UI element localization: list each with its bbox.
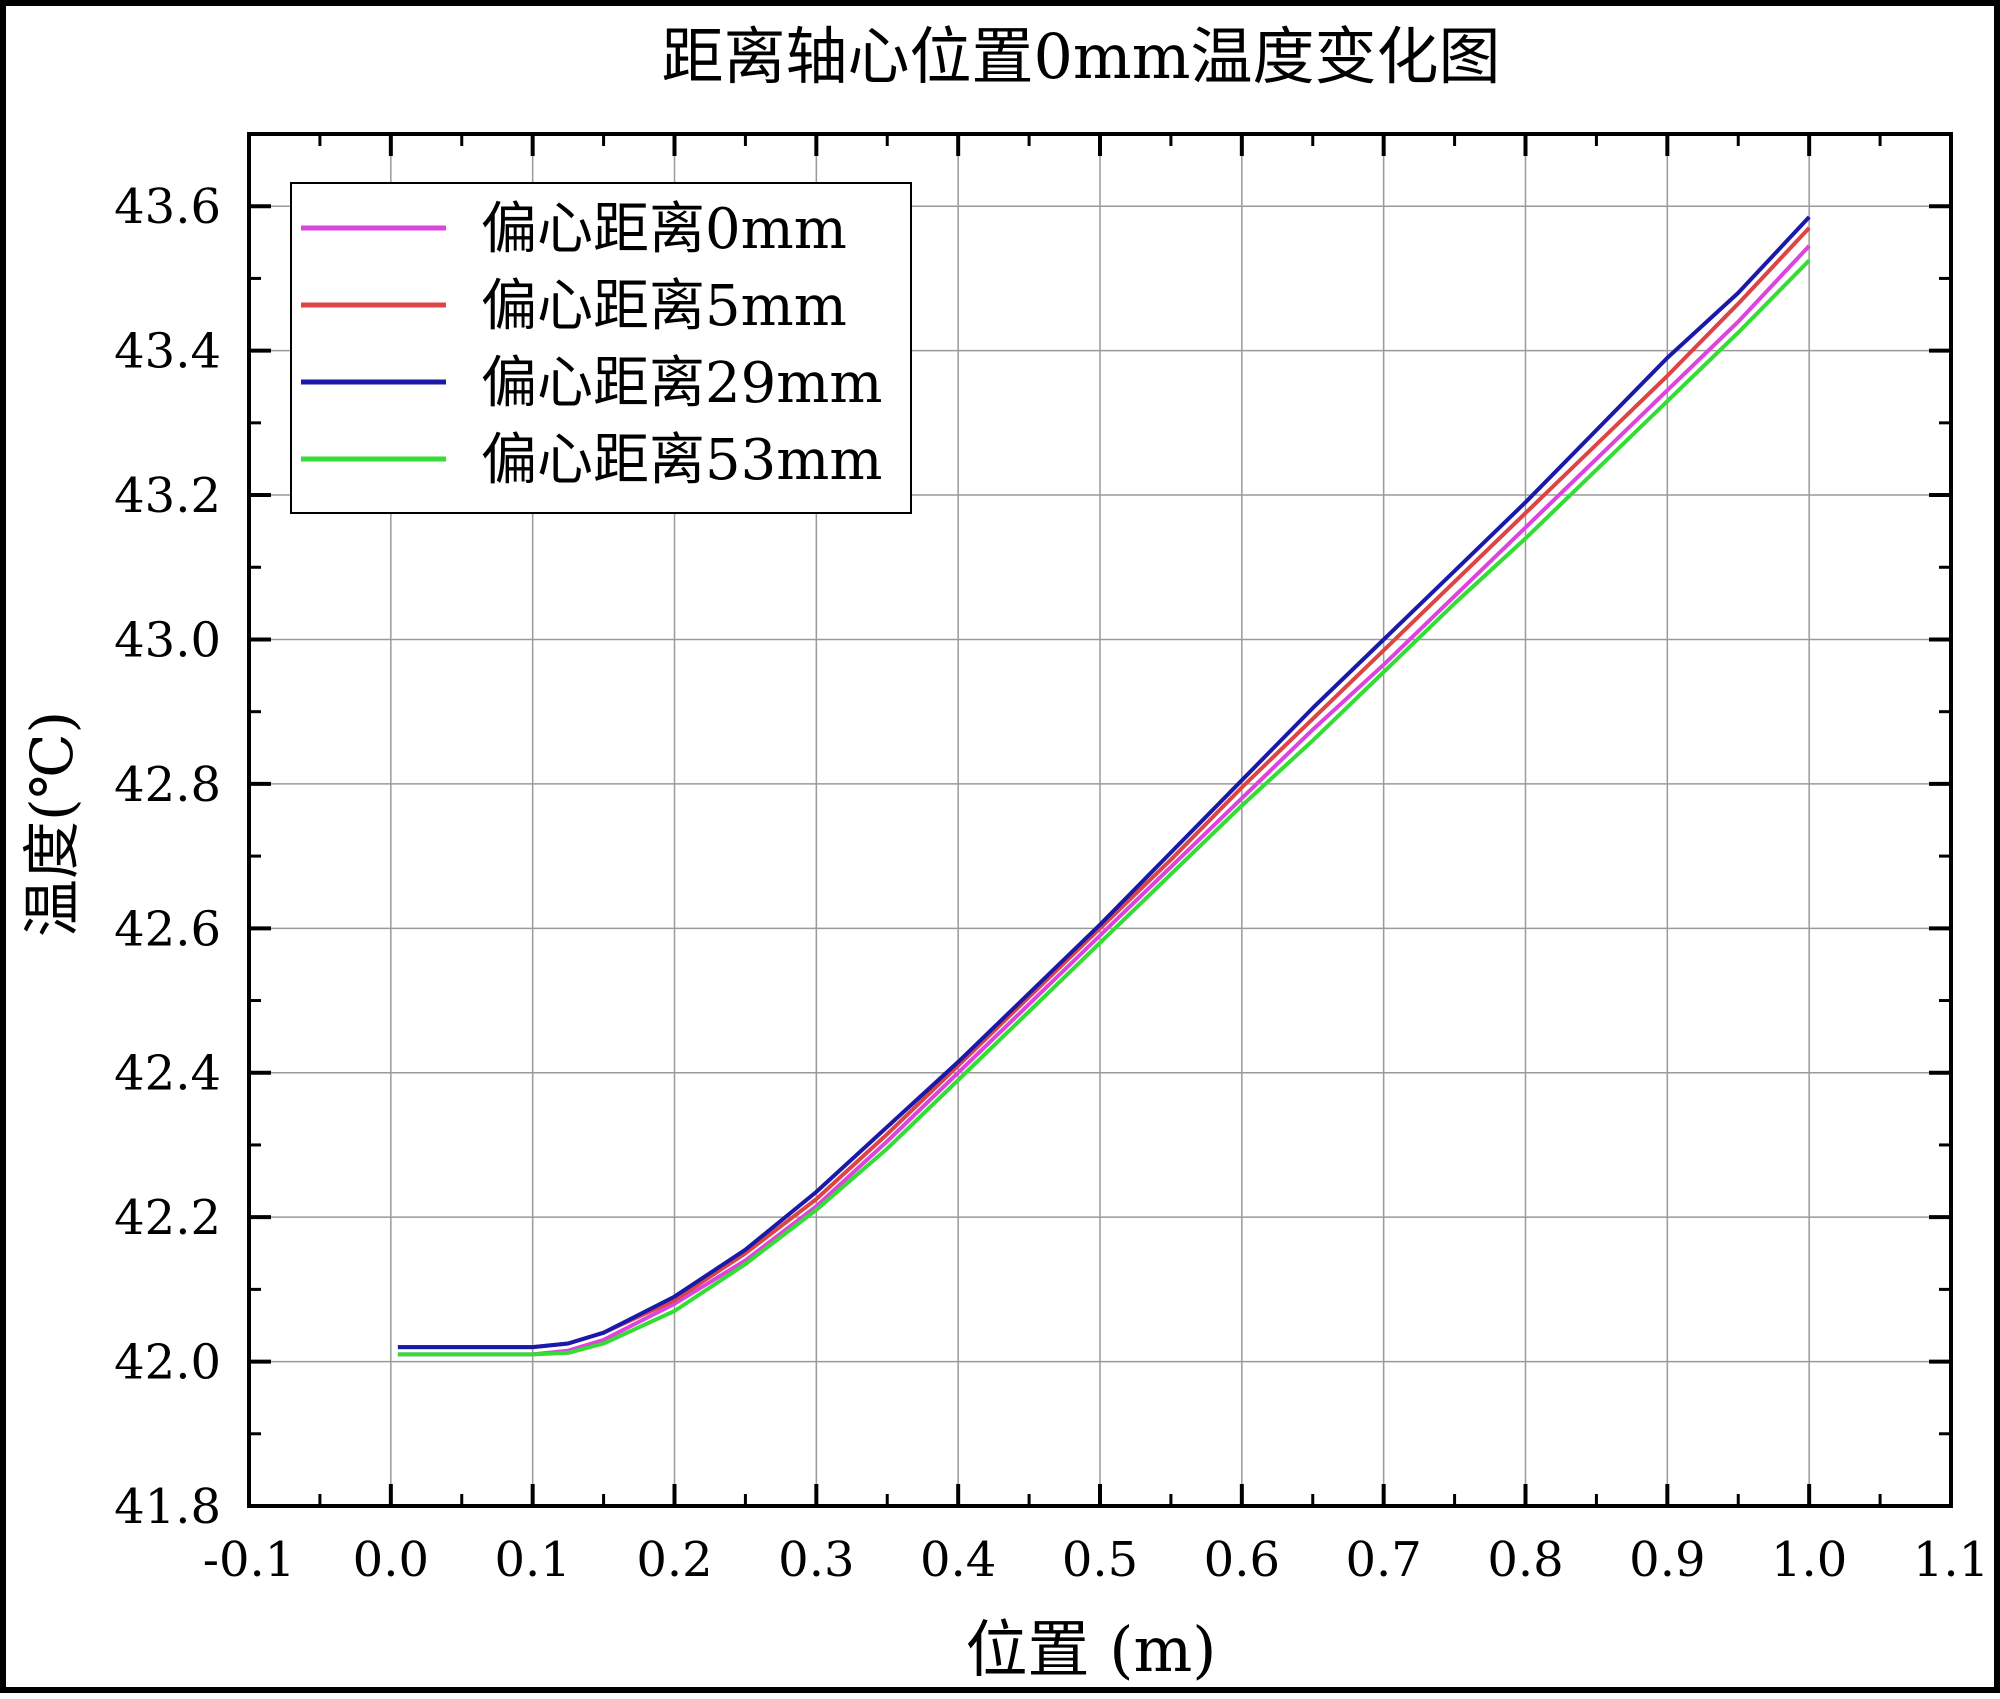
x-tick-label: 0.3 [778,1532,854,1588]
series-line-0 [397,244,1811,1357]
chart-title: 距离轴心位置0mm温度变化图 [661,20,1500,93]
x-tick-label: 1.1 [1913,1532,1989,1588]
x-tick-label: 0.5 [1062,1532,1138,1588]
y-tick-label: 42.4 [114,1046,221,1102]
y-tick-label: 42.0 [114,1335,221,1391]
y-tick-label: 43.2 [114,468,221,524]
x-tick-label: 1.0 [1771,1532,1847,1588]
legend-label: 偏心距离29mm [481,351,882,416]
y-axis-label: 温度(℃) [18,711,86,937]
x-tick-label: 0.2 [636,1532,712,1588]
chart-svg: -0.1 0.0 0.1 0.2 0.3 0.4 0.5 0.6 0.7 0.8 0.9 1.0 1.1… [18,20,1989,1686]
x-tick-label: 0.7 [1345,1532,1421,1588]
legend-label: 偏心距离5mm [481,274,847,339]
x-tick-label: -0.1 [203,1532,296,1588]
x-tick-label: 0.1 [494,1532,570,1588]
series-lines [397,215,1811,1357]
series-line-3 [397,258,1811,1357]
legend-label: 偏心距离53mm [481,428,882,493]
axes: -0.1 0.0 0.1 0.2 0.3 0.4 0.5 0.6 0.7 0.8 0.9 1.0 1.1… [114,132,1989,1588]
x-tick-label: 0.0 [353,1532,429,1588]
legend-label: 偏心距离0mm [481,197,847,262]
x-axis-label: 位置 (m) [966,1613,1217,1686]
x-tick-label: 0.8 [1487,1532,1563,1588]
y-tick-label: 43.4 [114,324,221,380]
x-tick-label: 0.9 [1629,1532,1705,1588]
x-tick-label: 0.6 [1204,1532,1280,1588]
y-tick-label: 42.8 [114,757,221,813]
y-tick-label: 42.6 [114,901,221,957]
y-tick-label: 43.0 [114,612,221,668]
y-tick-label: 41.8 [114,1479,221,1535]
y-tick-label: 43.6 [114,179,221,235]
grid-lines [249,134,1951,1506]
y-tick-label: 42.2 [114,1190,221,1246]
legend: 偏心距离0mm 偏心距离5mm 偏心距离29mm 偏心距离53mm [290,182,912,514]
x-tick-label: 0.4 [920,1532,996,1588]
series-line-2 [397,215,1811,1350]
